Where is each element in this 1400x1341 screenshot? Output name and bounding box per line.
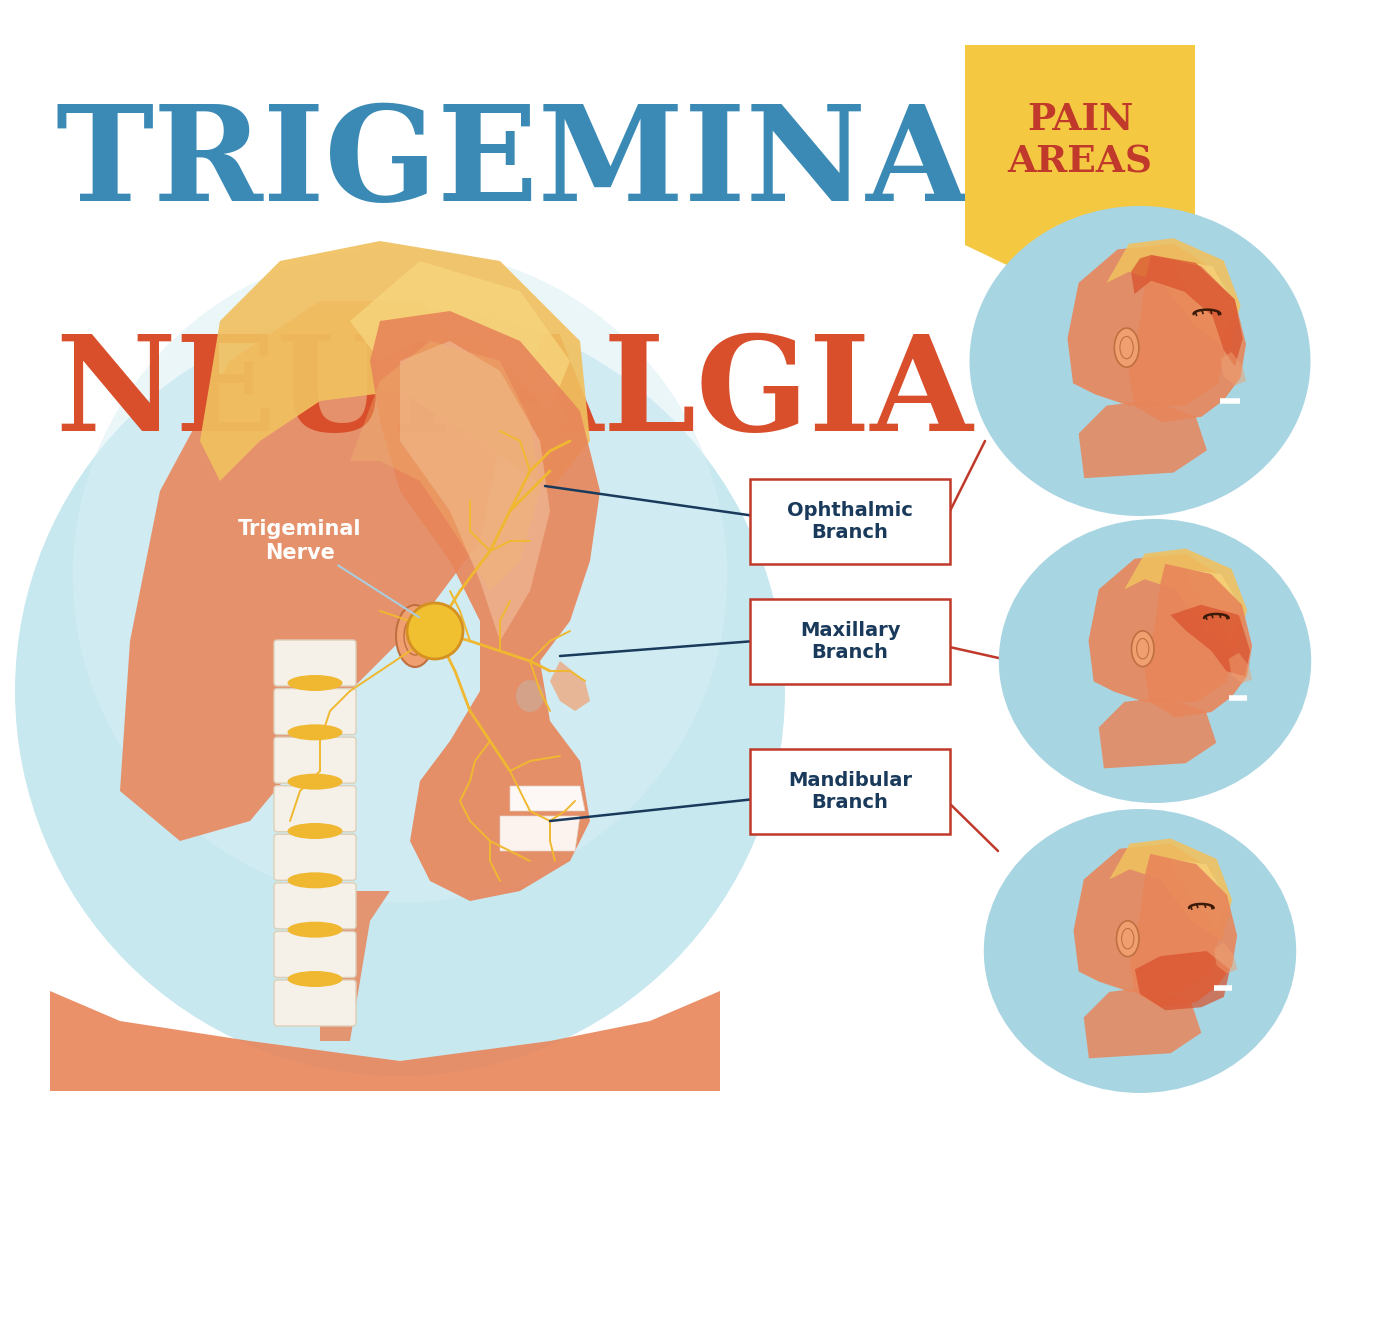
Text: Ophthalmic
Branch: Ophthalmic Branch [787,500,913,542]
Text: Maxillary
Branch: Maxillary Branch [799,621,900,661]
Text: Trigeminal
Nerve: Trigeminal Nerve [238,519,419,617]
Polygon shape [550,661,589,711]
Polygon shape [1135,951,1231,1010]
Polygon shape [350,341,540,591]
Text: PAIN
AREAS: PAIN AREAS [1008,101,1152,181]
Ellipse shape [287,774,343,790]
Polygon shape [1145,563,1252,717]
Polygon shape [965,46,1196,245]
Circle shape [15,306,785,1075]
FancyBboxPatch shape [274,834,356,880]
Polygon shape [350,261,570,410]
Ellipse shape [517,680,545,712]
Ellipse shape [287,873,343,888]
Ellipse shape [984,809,1296,1093]
Polygon shape [1128,255,1246,422]
Polygon shape [1106,239,1240,350]
Polygon shape [1084,987,1201,1058]
Text: TRIGEMINAL: TRIGEMINAL [55,101,1061,229]
FancyBboxPatch shape [750,750,951,834]
Ellipse shape [287,971,343,987]
Polygon shape [1074,843,1222,992]
Ellipse shape [396,605,434,666]
Polygon shape [50,991,720,1092]
Polygon shape [1214,943,1238,974]
Polygon shape [321,890,391,1041]
Text: Mandibular
Branch: Mandibular Branch [788,771,911,811]
FancyBboxPatch shape [750,599,951,684]
FancyBboxPatch shape [274,688,356,735]
FancyBboxPatch shape [274,786,356,831]
Ellipse shape [998,519,1312,803]
Ellipse shape [1131,630,1154,666]
Circle shape [73,248,727,902]
Ellipse shape [1116,921,1140,956]
Polygon shape [1124,548,1247,650]
FancyBboxPatch shape [274,738,356,783]
FancyBboxPatch shape [274,640,356,687]
Polygon shape [1173,260,1235,339]
Polygon shape [1131,255,1243,366]
Ellipse shape [287,675,343,691]
Polygon shape [400,341,550,641]
Polygon shape [120,300,500,841]
Polygon shape [965,245,1196,300]
Polygon shape [1186,569,1242,641]
Polygon shape [500,817,580,852]
Polygon shape [200,241,589,491]
Polygon shape [510,786,585,811]
Polygon shape [1089,554,1236,701]
FancyBboxPatch shape [274,882,356,929]
Polygon shape [1221,353,1246,386]
FancyBboxPatch shape [274,980,356,1026]
Ellipse shape [1114,329,1138,367]
Ellipse shape [969,207,1310,516]
Polygon shape [1078,400,1207,479]
Polygon shape [1229,653,1252,684]
FancyBboxPatch shape [750,479,951,565]
Polygon shape [1170,605,1250,676]
Circle shape [407,603,463,658]
Polygon shape [1109,838,1232,941]
Ellipse shape [287,724,343,740]
Polygon shape [1170,860,1226,931]
Ellipse shape [287,823,343,839]
FancyBboxPatch shape [274,932,356,978]
Ellipse shape [287,921,343,937]
Polygon shape [1130,854,1238,1007]
Polygon shape [370,311,601,901]
Text: NEURALGIA: NEURALGIA [55,330,973,459]
Polygon shape [1067,244,1229,405]
Polygon shape [1099,697,1217,768]
